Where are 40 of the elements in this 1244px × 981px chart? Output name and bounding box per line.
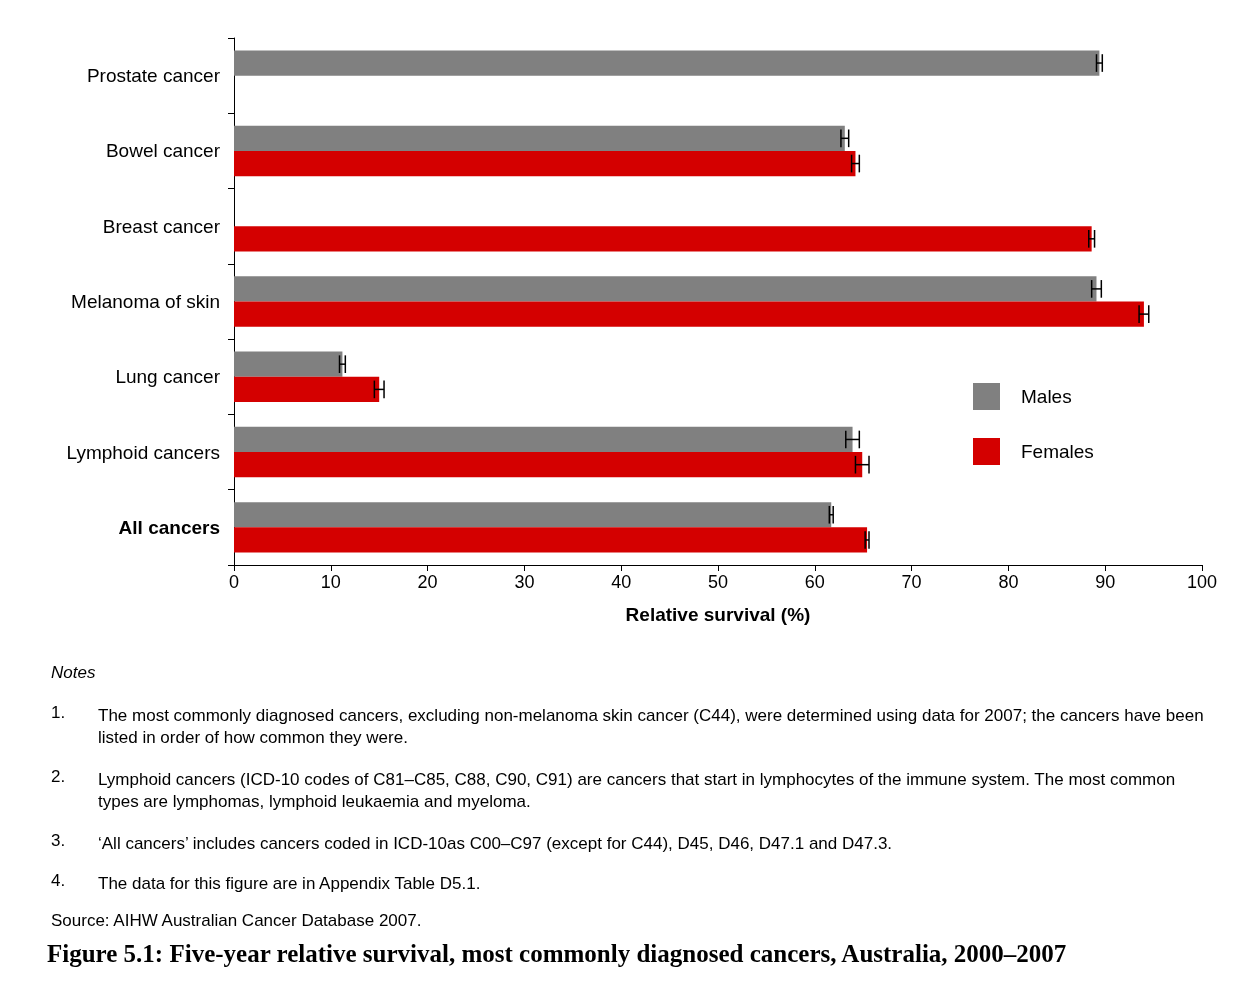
x-tick-label: 40 (611, 572, 632, 592)
text: 2. Lymphoid cancers (ICD-10 codes of C81–C85, C88, C90, C91) are cancers that start in lymphocytes of the immune system. The most common types are lymphomas, lymphoid leukaemia and myeloma. (51, 767, 1176, 811)
x-tick-label: 20 (417, 572, 438, 592)
text: Notes (51, 663, 96, 682)
bar (234, 301, 1144, 327)
x-axis-title: Relative survival (%) (625, 604, 811, 625)
x-tick-label: 10 (320, 572, 341, 592)
bar (234, 527, 868, 553)
bar (234, 226, 1092, 252)
bar (234, 125, 845, 151)
bar (234, 351, 343, 377)
x-tick-label: 80 (998, 572, 1019, 592)
text: 4. The data for this figure are in Appendix Table D5.1. (51, 871, 481, 893)
bar (234, 50, 1100, 76)
text: 1. The most commonly diagnosed cancers, excluding non-melanoma skin cancer (C44), were determined using data for 2007; the cancers have been listed in order of how common they were. (51, 703, 1204, 747)
x-tick-label: 0 (228, 572, 240, 592)
x-tick-label: 60 (804, 572, 825, 592)
bar (234, 452, 863, 478)
y-tick-label: All cancers (118, 516, 220, 538)
text: Figure 5.1: Five-year relative survival, most commonly diagnosed cancers, Australia, 2000–2007 (47, 940, 1067, 967)
bar (234, 376, 380, 403)
x-tick-label: 70 (901, 572, 922, 592)
x-tick-label: 50 (707, 572, 729, 592)
bar (234, 150, 856, 177)
y-tick-label: Breast cancer (102, 215, 221, 237)
y-tick-label: Lung cancer (115, 366, 221, 388)
x-tick-label: 90 (1095, 572, 1116, 592)
legend-label: Males (1021, 386, 1072, 407)
y-tick-label: Prostate cancer (86, 65, 221, 87)
text: 3. ‘All cancers’ includes cancers coded in ICD-10as C00–C97 (except for C44), D45, D46, D47.1 and D47.3. (51, 831, 893, 853)
x-tick-label: 30 (514, 572, 535, 592)
bar (234, 426, 853, 453)
x-tick-label: 100 (1186, 572, 1218, 592)
y-tick-label: Bowel cancer (105, 140, 221, 162)
bar (234, 502, 832, 528)
bar (234, 276, 1097, 302)
y-tick-label: Melanoma of skin (71, 291, 220, 312)
legend-label: Females (1021, 441, 1094, 462)
y-tick-label: Lymphoid cancers (66, 441, 220, 463)
source-note: Source: AIHW Australian Cancer Database 2007. (51, 911, 422, 930)
